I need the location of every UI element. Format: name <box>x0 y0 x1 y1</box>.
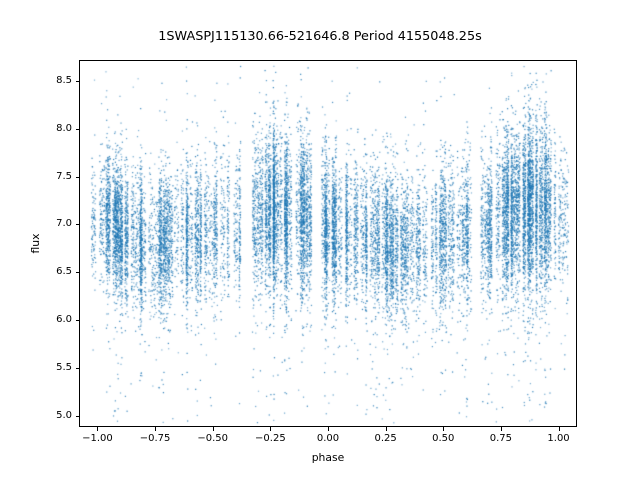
x-tick <box>328 427 329 431</box>
y-tick <box>75 224 79 226</box>
y-tick <box>75 415 79 417</box>
x-tick <box>97 427 99 431</box>
chart-title: 1SWASPJ115130.66-521646.8 Period 4155048… <box>158 29 482 44</box>
y-tick-label: 7.0 <box>56 218 72 230</box>
y-tick-label: 5.0 <box>56 409 72 421</box>
y-tick-label: 8.0 <box>56 122 72 134</box>
y-tick <box>75 272 79 274</box>
x-tick-label: 0.25 <box>374 433 397 444</box>
x-tick <box>385 427 387 431</box>
x-tick-label: −0.25 <box>255 433 286 444</box>
x-tick-label: 0.00 <box>316 433 340 444</box>
y-tick <box>75 319 79 321</box>
x-tick <box>212 427 214 431</box>
y-tick-label: 5.5 <box>56 361 72 373</box>
x-tick-label: 0.75 <box>489 433 513 444</box>
y-tick-label: 8.5 <box>56 75 72 87</box>
y-tick <box>75 367 79 369</box>
x-tick <box>155 427 157 431</box>
x-tick <box>270 427 272 431</box>
y-tick-label: 7.5 <box>56 170 72 182</box>
plot-area <box>79 60 577 427</box>
y-tick <box>75 128 79 130</box>
y-tick <box>75 176 79 178</box>
y-tick-label: 6.5 <box>56 266 72 278</box>
scatter-points <box>80 61 576 426</box>
y-tick <box>75 81 79 83</box>
x-tick-label: −0.75 <box>139 433 171 444</box>
x-tick-label: 0.50 <box>432 433 455 444</box>
x-tick <box>443 427 445 431</box>
x-tick-label: −0.50 <box>197 433 229 444</box>
x-tick-label: 1.00 <box>547 433 570 444</box>
x-axis-label: phase <box>311 451 345 464</box>
y-tick-label: 6.0 <box>56 313 72 325</box>
x-tick-label: −1.00 <box>82 433 113 444</box>
x-tick <box>500 427 502 431</box>
x-tick <box>558 427 560 431</box>
